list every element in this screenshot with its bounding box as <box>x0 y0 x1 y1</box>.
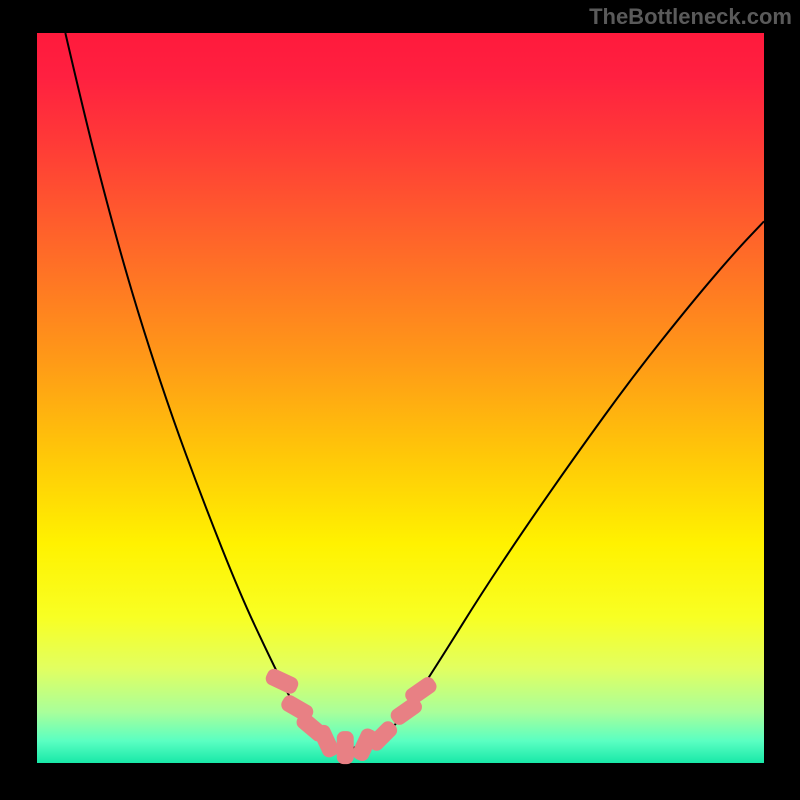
chart-container: TheBottleneck.com <box>0 0 800 800</box>
bottleneck-curve <box>65 33 764 748</box>
curve-layer <box>0 0 800 800</box>
marker-0 <box>263 667 300 696</box>
watermark-text: TheBottleneck.com <box>589 4 792 30</box>
marker-4 <box>337 731 354 764</box>
